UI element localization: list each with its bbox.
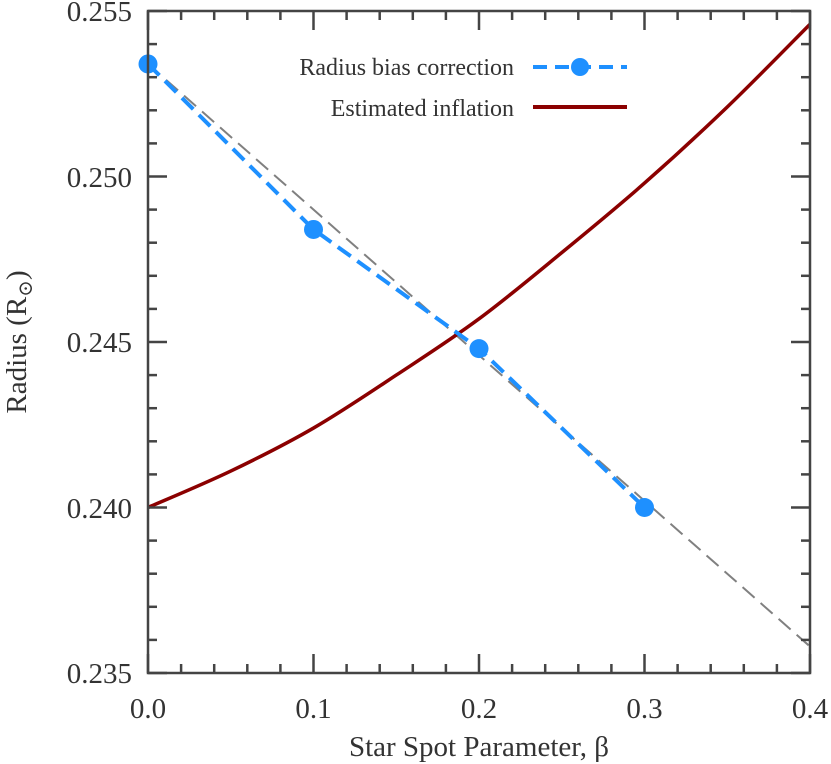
x-tick-label: 0.0 bbox=[130, 693, 166, 725]
x-tick-label: 0.3 bbox=[626, 693, 662, 725]
x-axis-title: Star Spot Parameter, β bbox=[349, 731, 609, 763]
x-tick-label: 0.2 bbox=[461, 693, 497, 725]
y-tick-label: 0.235 bbox=[67, 658, 132, 690]
data-point-radius-bias bbox=[469, 339, 489, 359]
data-point-radius-bias bbox=[304, 219, 323, 239]
legend-label-inflation: Estimated inflation bbox=[331, 96, 514, 122]
x-tick-label: 0.1 bbox=[295, 693, 331, 725]
y-tick-labels: 0.235 0.240 0.245 0.250 0.255 bbox=[67, 0, 132, 690]
y-axis-title: Radius (R⊙) bbox=[1, 270, 37, 413]
y-tick-label: 0.245 bbox=[67, 327, 132, 359]
ticks-layer bbox=[146, 9, 812, 675]
legend-label-bias: Radius bias correction bbox=[299, 55, 514, 81]
y-tick-label: 0.250 bbox=[67, 162, 132, 194]
x-tick-label: 0.4 bbox=[792, 693, 829, 725]
y-axis-title-close: ) bbox=[1, 270, 33, 280]
data-point-radius-bias bbox=[635, 498, 654, 517]
series-estimated-inflation bbox=[147, 23, 812, 510]
y-tick-label: 0.255 bbox=[67, 0, 132, 28]
x-tick-labels: 0.0 0.1 0.2 0.3 0.4 bbox=[130, 693, 829, 725]
y-tick-label: 0.240 bbox=[67, 493, 132, 525]
y-axis-title-sub: ⊙ bbox=[15, 280, 37, 297]
series-radius-bias-correction bbox=[146, 62, 646, 509]
y-axis-title-main: Radius (R bbox=[1, 296, 33, 413]
series-layer bbox=[138, 23, 812, 517]
legend-marker-bias bbox=[571, 58, 589, 76]
legend: Radius bias correction Estimated inflati… bbox=[299, 55, 627, 122]
